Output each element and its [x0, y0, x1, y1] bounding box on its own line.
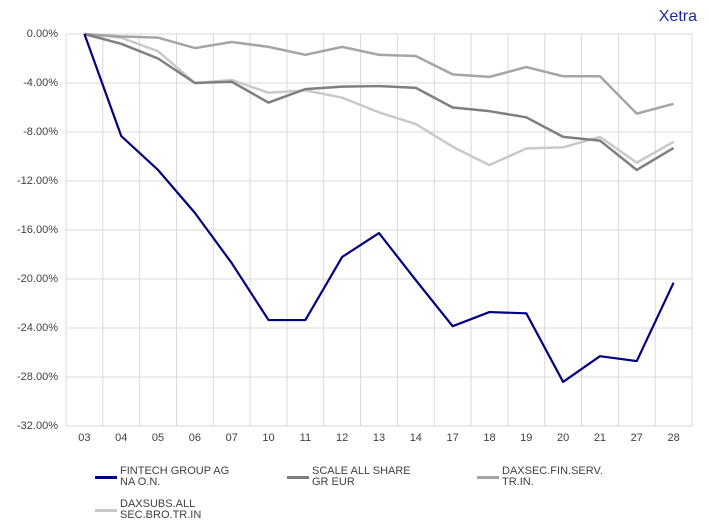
x-tick-label: 05 [152, 432, 164, 444]
series-line [84, 32, 675, 172]
x-tick-label: 13 [373, 432, 385, 444]
x-tick-label: 20 [557, 432, 569, 444]
series-line [83, 33, 675, 383]
legend-swatch [95, 509, 117, 512]
legend-item: FINTECH GROUP AG NA O.N. [95, 466, 230, 488]
x-tick-label: 12 [336, 432, 348, 444]
y-tick-label: 0.00% [27, 28, 58, 40]
x-tick-label: 04 [115, 432, 127, 444]
x-tick-label: 14 [410, 432, 422, 444]
annotation: Xetra [659, 8, 697, 25]
x-tick-label: 10 [262, 432, 274, 444]
y-tick-label: -16.00% [17, 224, 58, 236]
y-tick-label: -28.00% [17, 371, 58, 383]
legend-label: DAXSEC.FIN.SERV. TR.IN. [502, 465, 603, 488]
x-tick-label: 11 [300, 432, 311, 444]
legend-item: DAXSUBS.ALL SEC.BRO.TR.IN [95, 499, 230, 521]
y-tick-label: -24.00% [17, 322, 58, 334]
x-tick-label: 03 [78, 432, 90, 444]
series-line [84, 32, 674, 115]
y-tick-label: -12.00% [17, 175, 58, 187]
legend-label: SCALE ALL SHARE GR EUR [312, 465, 411, 488]
x-tick-label: 19 [520, 432, 532, 444]
x-tick-label: 27 [631, 432, 643, 444]
y-tick-label: -8.00% [23, 126, 58, 138]
legend-label: DAXSUBS.ALL SEC.BRO.TR.IN [120, 498, 202, 521]
y-tick-label: -4.00% [23, 77, 58, 89]
x-tick-label: 21 [594, 432, 606, 444]
legend-item: DAXSEC.FIN.SERV. TR.IN. [477, 466, 612, 488]
x-tick-label: 06 [189, 432, 201, 444]
legend-swatch [95, 476, 117, 479]
x-tick-label: 07 [226, 432, 238, 444]
x-tick-label: 18 [483, 432, 495, 444]
x-tick-label: 28 [667, 432, 679, 444]
x-tick-label: 17 [447, 432, 459, 444]
legend-swatch [287, 476, 309, 479]
legend-label: FINTECH GROUP AG NA O.N. [120, 465, 230, 488]
legend-swatch [477, 476, 499, 479]
series-line [84, 32, 675, 167]
legend-item: SCALE ALL SHARE GR EUR [287, 466, 422, 488]
y-tick-label: -20.00% [17, 273, 58, 285]
y-tick-label: -32.00% [17, 420, 58, 432]
